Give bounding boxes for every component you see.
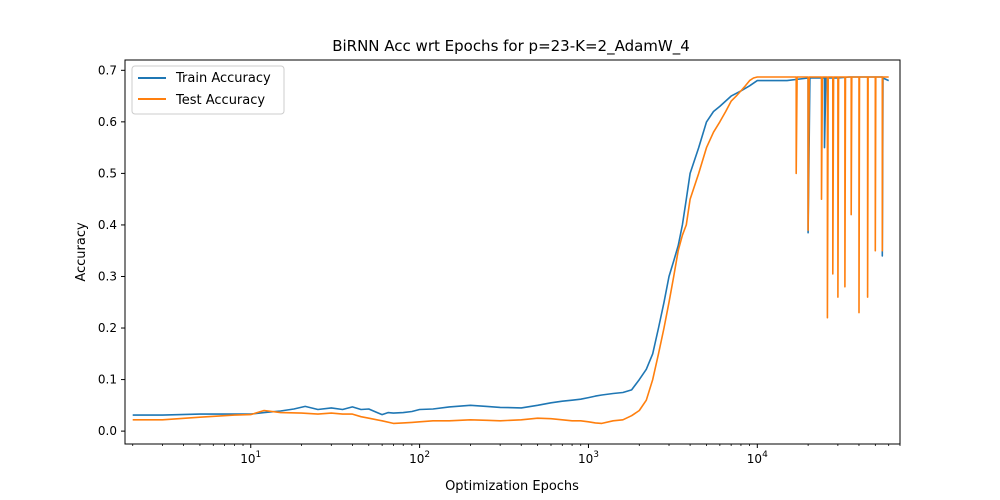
chart-title: BiRNN Acc wrt Epochs for p=23-K=2_AdamW_… (332, 37, 690, 56)
y-tick-label: 0.6 (98, 115, 117, 129)
legend-frame (131, 65, 285, 115)
y-tick-label: 0.5 (98, 166, 117, 180)
y-tick-label: 0.2 (98, 321, 117, 335)
y-tick-label: 0.1 (98, 373, 117, 387)
y-tick-label: 0.0 (98, 424, 117, 438)
x-tick-label: 101 (240, 450, 261, 466)
plot-frame (124, 59, 901, 445)
y-axis-label: Accuracy (74, 222, 89, 282)
y-tick-label: 0.4 (98, 218, 117, 232)
y-axis: 0.0 0.1 0.2 0.3 0.4 0.5 0.6 0.7 (98, 63, 125, 438)
x-tick-label: 103 (578, 450, 599, 466)
x-tick-label: 104 (747, 450, 768, 466)
series-layer (132, 76, 890, 425)
x-tick-label: 102 (409, 450, 430, 466)
x-axis-label: Optimization Epochs (445, 479, 579, 494)
series-line-test-accuracy (132, 76, 889, 425)
y-tick-label: 0.7 (98, 63, 117, 77)
legend-label-test-accuracy: Test Accuracy (175, 93, 265, 108)
x-axis: 101 102 103 104 (132, 444, 901, 466)
legend: Train Accuracy Test Accuracy (131, 65, 285, 115)
legend-label-train-accuracy: Train Accuracy (175, 71, 271, 86)
y-tick-label: 0.3 (98, 269, 117, 283)
